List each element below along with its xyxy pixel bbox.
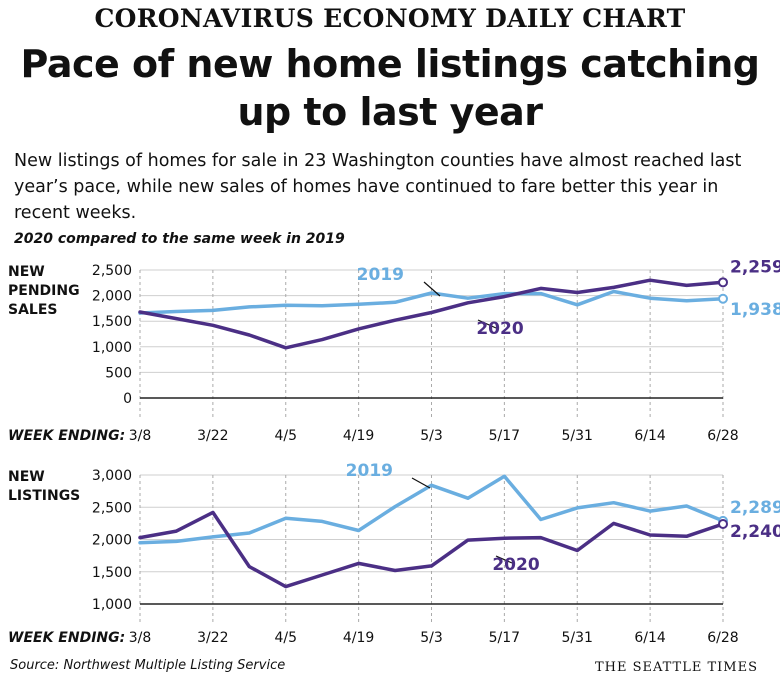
headline-line-2: up to last year bbox=[237, 90, 543, 134]
brand-logo-text: THE SEATTLE TIMES bbox=[594, 660, 758, 675]
series-label-leader bbox=[411, 477, 431, 489]
y-tick-label: 1,000 bbox=[92, 597, 132, 613]
series-label-leader bbox=[495, 555, 513, 564]
series-line-2020 bbox=[138, 278, 725, 350]
series-line-2019 bbox=[138, 289, 725, 315]
source-note: Source: Northwest Multiple Listing Servi… bbox=[10, 658, 286, 673]
end-value-label-2020: 2,259 bbox=[730, 257, 780, 277]
y-tick-label: 1,500 bbox=[92, 565, 132, 581]
x-tick-label: 5/3 bbox=[420, 630, 443, 646]
y-tick-label: 2,500 bbox=[92, 263, 132, 279]
x-tick-label: 6/14 bbox=[634, 428, 666, 444]
y-tick-label: 0 bbox=[123, 391, 132, 407]
y-tick-label: 1,000 bbox=[92, 340, 132, 356]
series-label-2020: 2020 bbox=[492, 555, 539, 575]
panel-title-line: LISTINGS bbox=[8, 488, 80, 504]
x-tick-label: 4/19 bbox=[343, 428, 374, 444]
x-axis-label: WEEK ENDING: bbox=[8, 428, 125, 444]
x-tick-label: 5/31 bbox=[562, 428, 593, 444]
y-tick-label: 1,500 bbox=[92, 314, 132, 330]
series-line-2020 bbox=[138, 510, 725, 589]
end-value-label-2019: 1,938 bbox=[730, 300, 780, 320]
end-value-label-2019: 2,289 bbox=[730, 498, 780, 518]
end-point-2020 bbox=[718, 519, 728, 530]
series-label-leader bbox=[477, 319, 497, 329]
series-label-2019: 2019 bbox=[357, 265, 404, 285]
chart-note: 2020 compared to the same week in 2019 bbox=[14, 231, 345, 247]
x-tick-label: 3/8 bbox=[129, 428, 152, 444]
x-tick-label: 6/28 bbox=[707, 630, 738, 646]
chart-subtitle: New listings of homes for sale in 23 Was… bbox=[14, 151, 742, 223]
x-tick-label: 4/5 bbox=[274, 428, 297, 444]
series-label-leader bbox=[423, 281, 441, 297]
x-tick-label: 4/19 bbox=[343, 630, 374, 646]
x-tick-label: 4/5 bbox=[274, 630, 297, 646]
x-tick-label: 5/17 bbox=[489, 428, 520, 444]
y-tick-label: 500 bbox=[105, 365, 132, 381]
panel-title-line: PENDING bbox=[8, 283, 80, 299]
series-label-2020: 2020 bbox=[476, 319, 523, 339]
x-tick-label: 3/22 bbox=[197, 428, 228, 444]
chart-headline: Pace of new home listings catching up to… bbox=[0, 40, 780, 136]
y-tick-label: 3,000 bbox=[92, 468, 132, 484]
panel-title-line: NEW bbox=[8, 469, 45, 485]
end-value-label-2020: 2,240 bbox=[730, 522, 780, 542]
panel-title-line: SALES bbox=[8, 302, 58, 318]
panel-title-line: NEW bbox=[8, 264, 45, 280]
x-tick-label: 3/22 bbox=[197, 630, 228, 646]
x-tick-label: 5/17 bbox=[489, 630, 520, 646]
x-tick-label: 6/28 bbox=[707, 428, 738, 444]
headline-line-1: Pace of new home listings catching bbox=[20, 42, 760, 86]
series-label-2019: 2019 bbox=[346, 461, 393, 481]
x-tick-label: 6/14 bbox=[634, 630, 666, 646]
x-tick-label: 3/8 bbox=[129, 630, 152, 646]
y-tick-label: 2,000 bbox=[92, 289, 132, 305]
y-tick-label: 2,000 bbox=[92, 533, 132, 549]
x-tick-label: 5/3 bbox=[420, 428, 443, 444]
series-line-2019 bbox=[138, 474, 725, 545]
end-point-2019 bbox=[718, 293, 728, 304]
end-point-2020 bbox=[718, 277, 728, 288]
y-tick-label: 2,500 bbox=[92, 500, 132, 516]
x-tick-label: 5/31 bbox=[562, 630, 593, 646]
x-axis-label: WEEK ENDING: bbox=[8, 630, 125, 646]
chart-kicker: CORONAVIRUS ECONOMY DAILY CHART bbox=[94, 4, 686, 33]
